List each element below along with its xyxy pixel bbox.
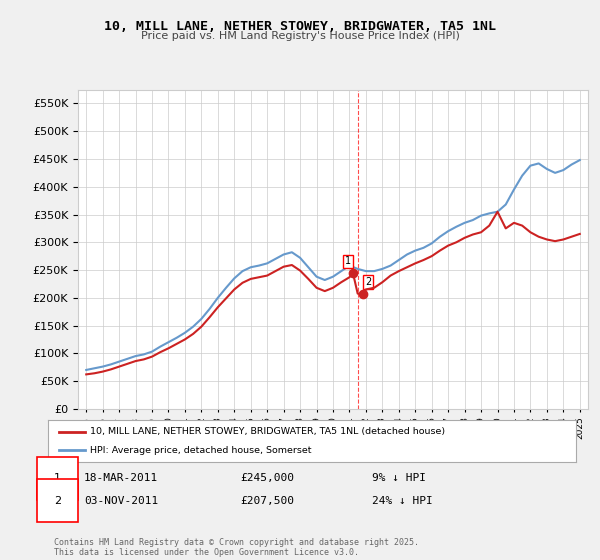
Text: 1: 1 [345, 256, 351, 267]
Text: 10, MILL LANE, NETHER STOWEY, BRIDGWATER, TA5 1NL (detached house): 10, MILL LANE, NETHER STOWEY, BRIDGWATER… [90, 427, 445, 436]
Text: 03-NOV-2011: 03-NOV-2011 [84, 496, 158, 506]
Text: 1: 1 [54, 473, 61, 483]
Text: 2: 2 [54, 496, 61, 506]
Text: £207,500: £207,500 [240, 496, 294, 506]
Text: 9% ↓ HPI: 9% ↓ HPI [372, 473, 426, 483]
Text: 18-MAR-2011: 18-MAR-2011 [84, 473, 158, 483]
Text: 24% ↓ HPI: 24% ↓ HPI [372, 496, 433, 506]
Text: HPI: Average price, detached house, Somerset: HPI: Average price, detached house, Some… [90, 446, 312, 455]
Text: 2: 2 [365, 277, 371, 287]
Text: Contains HM Land Registry data © Crown copyright and database right 2025.
This d: Contains HM Land Registry data © Crown c… [54, 538, 419, 557]
Text: 10, MILL LANE, NETHER STOWEY, BRIDGWATER, TA5 1NL: 10, MILL LANE, NETHER STOWEY, BRIDGWATER… [104, 20, 496, 32]
Text: £245,000: £245,000 [240, 473, 294, 483]
Text: Price paid vs. HM Land Registry's House Price Index (HPI): Price paid vs. HM Land Registry's House … [140, 31, 460, 41]
